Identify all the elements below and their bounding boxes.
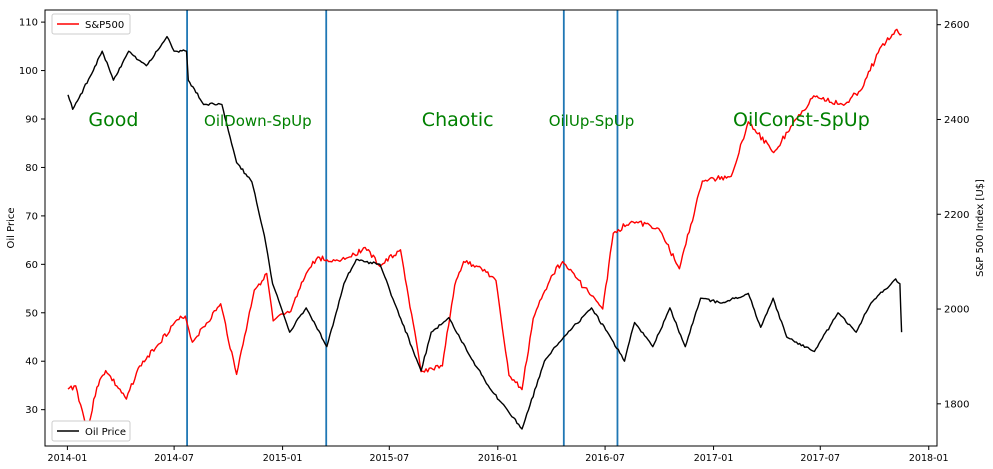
x-tick-label-1: 2014-07	[154, 453, 194, 464]
y-left-tick-label-3: 60	[25, 260, 38, 271]
x-tick-label-4: 2016-01	[478, 453, 518, 464]
legend-sp500-label: S&P500	[85, 20, 124, 31]
plot-frame	[44, 9, 938, 447]
y-axis-left-label: Oil Price	[6, 207, 17, 248]
annotation-good: Good	[88, 109, 138, 131]
x-tick-label-5: 2016-07	[585, 453, 625, 464]
y-left-tick-label-7: 100	[19, 66, 38, 77]
y-left-tick-label-4: 70	[25, 211, 38, 222]
y-left-tick-label-8: 110	[19, 18, 38, 29]
y-left-tick-label-5: 80	[25, 163, 38, 174]
annotation-oildown-spup: OilDown-SpUp	[204, 112, 312, 130]
y-left-tick-label-0: 30	[25, 405, 38, 416]
y-left-tick-label-2: 50	[25, 308, 38, 319]
regime-boundaries	[186, 10, 619, 446]
x-tick-label-2: 2015-01	[263, 453, 303, 464]
annotation-chaotic: Chaotic	[422, 109, 494, 131]
plot-background	[45, 10, 937, 446]
x-tick-label-3: 2015-07	[369, 453, 409, 464]
y-left-tick-label-1: 40	[25, 357, 38, 368]
y-right-tick-label-2: 2200	[944, 210, 969, 221]
y-left-tick-label-6: 90	[25, 115, 38, 126]
x-axis: 2014-01 2014-07 2015-01 2015-07 2016-01 2016-…	[48, 446, 949, 464]
annotation-oilconst-spup: OilConst-SpUp	[733, 109, 870, 131]
annotation-oilup-spup: OilUp-SpUp	[549, 112, 635, 130]
legend-oil-label: Oil Price	[85, 427, 126, 438]
series-line-s-p500	[67, 28, 902, 432]
x-tick-label-8: 2018-01	[909, 453, 949, 464]
y-right-tick-label-4: 2600	[944, 20, 969, 31]
y-right-tick-label-0: 1800	[944, 399, 969, 410]
y-right-tick-label-3: 2400	[944, 115, 969, 126]
x-tick-label-7: 2017-07	[800, 453, 840, 464]
y-axis-right-label: S&P 500 Index [U$]	[975, 179, 986, 277]
x-tick-label-6: 2017-01	[694, 453, 734, 464]
legend-sp500: S&P500	[51, 13, 131, 35]
legend-oil-box	[51, 420, 131, 442]
series-line-oil-price	[67, 35, 903, 430]
y-axis-right: 1800 2000 2200 2400 2600	[937, 20, 969, 410]
y-right-tick-label-1: 2000	[944, 305, 969, 316]
x-tick-label-0: 2014-01	[48, 453, 88, 464]
y-axis-left: 30 40 50 60 70 80 90 100 110	[19, 18, 45, 416]
legend-sp500-box	[51, 13, 131, 35]
series-layer	[67, 28, 903, 432]
regime-annotations: Good OilDown-SpUp Chaotic OilUp-SpUp OilCons…	[88, 109, 869, 131]
legend-oil: Oil Price	[51, 420, 131, 442]
